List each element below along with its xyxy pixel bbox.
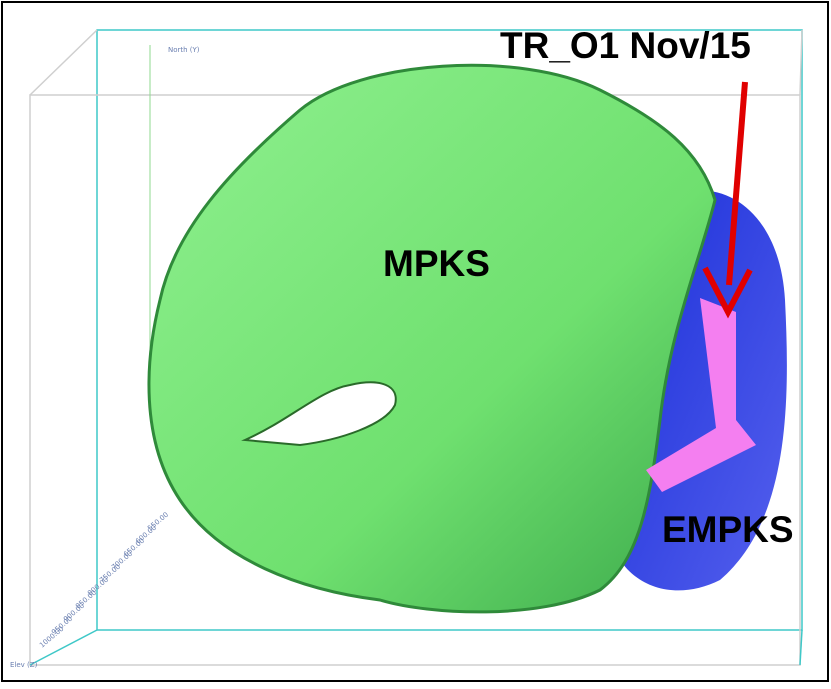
opening [241,381,397,447]
mpks-body [147,63,717,614]
arrow-label: TR_O1 Nov/15 [500,25,751,66]
north-axis-label: North (Y) [168,46,200,54]
mpks-label: MPKS [383,243,490,284]
arrow [702,81,753,319]
elev-axis-label: Elev (Z) [10,661,38,669]
tr-o1-trace [646,298,756,492]
empks-label: EMPKS [662,509,794,550]
